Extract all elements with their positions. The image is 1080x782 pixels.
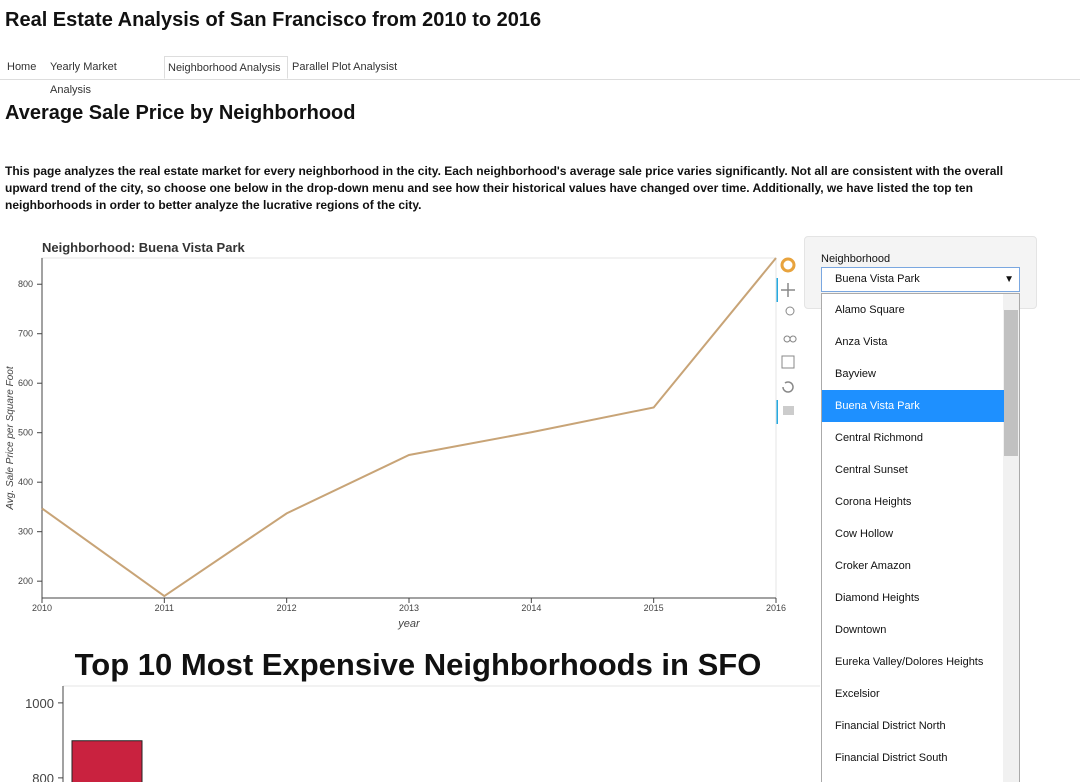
dropdown-option[interactable]: Cow Hollow (835, 528, 894, 540)
description: This page analyzes the real estate marke… (5, 164, 1004, 212)
dropdown-option[interactable]: Central Sunset (835, 464, 908, 476)
x-tick-label: 2013 (399, 603, 419, 613)
toolbar-icon[interactable] (783, 335, 797, 343)
active-indicator (776, 278, 778, 302)
dropdown-label: Neighborhood (821, 253, 891, 265)
dropdown-option[interactable]: Excelsior (835, 688, 880, 700)
dropdown-option[interactable]: Alamo Square (835, 304, 905, 316)
toolbar-icon[interactable] (785, 306, 795, 316)
y-tick-label: 800 (18, 279, 33, 289)
dropdown-option[interactable]: Anza Vista (835, 336, 888, 348)
dropdown-option[interactable]: Central Richmond (835, 432, 924, 444)
active-indicator (776, 400, 778, 424)
dropdown-select[interactable]: Buena Vista Park ▼ (821, 267, 1020, 292)
x-tick-label: 2012 (277, 603, 297, 613)
page-title: Real Estate Analysis of San Francisco fr… (5, 9, 542, 31)
y-tick-label: 800 (32, 771, 54, 782)
bar (71, 740, 143, 782)
x-tick-label: 2014 (521, 603, 541, 613)
toolbar-icon[interactable] (782, 381, 794, 393)
tab-bar: Home Yearly Market Analysis Neighborhood A… (0, 56, 1080, 96)
dropdown-option[interactable]: Financial District South (835, 752, 948, 764)
y-tick-label: 400 (18, 477, 33, 487)
dropdown-option[interactable]: Downtown (835, 624, 887, 636)
dropdown-arrow[interactable]: ▼ (1004, 274, 1014, 285)
scrollbar[interactable] (1003, 294, 1019, 782)
tab[interactable]: Home (7, 61, 37, 73)
scroll-thumb[interactable] (1004, 310, 1018, 456)
chart-title: Neighborhood: Buena Vista Park (42, 240, 246, 255)
selected-value[interactable]: Buena Vista Park (835, 273, 920, 285)
toolbar-logo[interactable] (780, 257, 796, 273)
dropdown-option[interactable]: Bayview (835, 368, 876, 380)
toolbar-icon[interactable] (781, 355, 795, 369)
dropdown-option[interactable]: Diamond Heights (835, 592, 920, 604)
dropdown-option[interactable]: Corona Heights (835, 496, 912, 508)
tab[interactable]: Parallel Plot Analysist (292, 61, 398, 73)
plot-frame (41, 257, 777, 599)
dropdown-list: Alamo Square Anza Vista Bayview Buena Vista… (821, 293, 1020, 782)
y-tick-label: 600 (18, 378, 33, 388)
y-tick-label: 500 (18, 428, 33, 438)
data-line (41, 257, 777, 598)
y-axis-label: Avg. Sale Price per Square Foot (5, 365, 16, 510)
x-axis-label: year (397, 618, 421, 630)
y-tick-label: 300 (18, 527, 33, 537)
dropdown-option[interactable]: Financial District North (835, 720, 946, 732)
y-tick-label: 200 (18, 576, 33, 586)
toolbar-icon[interactable] (781, 283, 795, 297)
dropdown-option[interactable]: Eureka Valley/Dolores Heights (835, 656, 984, 668)
section-heading: Average Sale Price by Neighborhood (5, 102, 356, 124)
x-tick-label: 2011 (155, 603, 174, 613)
y-tick-label: 700 (18, 329, 33, 339)
tab[interactable]: Neighborhood Analysis (164, 56, 288, 79)
x-tick-label: 2016 (766, 603, 786, 613)
dropdown-option[interactable]: Buena Vista Park (822, 390, 1004, 422)
toolbar (776, 257, 797, 424)
dropdown-option[interactable]: Croker Amazon (835, 560, 911, 572)
x-tick-label: 2010 (32, 603, 52, 613)
x-tick-label: 2015 (644, 603, 664, 613)
y-tick-label: 1000 (25, 696, 54, 711)
chart-title: Top 10 Most Expensive Neighborhoods in S… (75, 647, 762, 682)
toolbar-icon[interactable] (783, 406, 794, 415)
tab[interactable]: Yearly Market Analysis (50, 61, 117, 96)
